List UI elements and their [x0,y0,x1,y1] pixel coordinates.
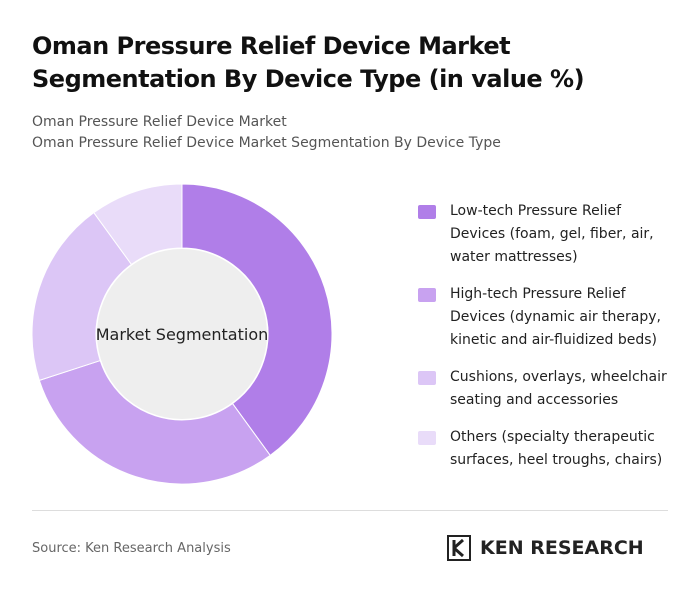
legend-label: Low-tech Pressure Relief Devices (foam, … [450,203,654,265]
donut-slice [181,183,333,457]
donut-hole [97,249,267,419]
divider [32,510,668,511]
subtitle: Oman Pressure Relief Device Market Segme… [32,135,501,151]
legend-item: Others (specialty therapeutic surfaces, … [418,426,668,472]
legend-swatch [418,371,436,385]
logo-icon [447,535,471,561]
legend-item: Low-tech Pressure Relief Devices (foam, … [418,200,668,269]
center-label: Market Segmentation [96,325,269,344]
source: Source: Ken Research Analysis [32,541,231,556]
subtitle: Oman Pressure Relief Device Market [32,114,287,130]
legend-label: High-tech Pressure Relief Devices (dynam… [450,286,661,348]
legend-item: High-tech Pressure Relief Devices (dynam… [418,283,668,352]
donut-slice [93,183,183,266]
legend-swatch [418,431,436,445]
legend-label: Cushions, overlays, wheelchair seating a… [450,369,667,408]
legend-swatch [418,288,436,302]
donut-chart: Market Segmentation [31,183,333,485]
legend-item: Cushions, overlays, wheelchair seating a… [418,366,668,412]
logo-text: KEN RESEARCH [480,537,644,559]
donut-slice [38,359,271,485]
legend: Low-tech Pressure Relief Devices (foam, … [418,200,668,486]
chart-title: Oman Pressure Relief Device Market Segme… [32,32,585,93]
legend-label: Others (specialty therapeutic surfaces, … [450,429,663,468]
legend-swatch [418,205,436,219]
donut-slice [31,211,133,381]
